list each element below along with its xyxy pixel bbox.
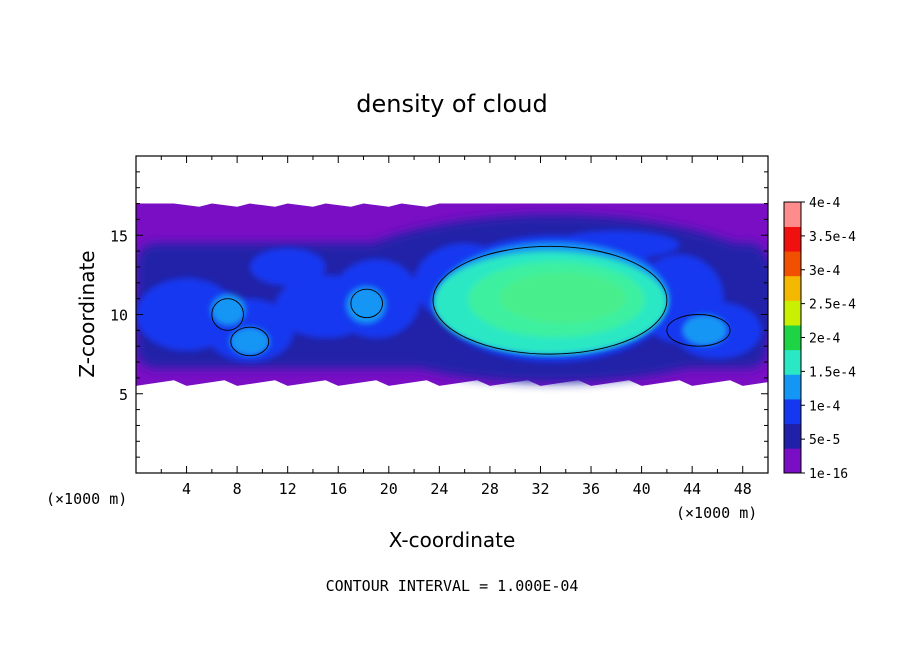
x-tick-label: 16 <box>329 480 347 498</box>
x-axis-title: X-coordinate <box>389 528 516 552</box>
colorbar-swatch <box>784 226 801 252</box>
contour-line-4 <box>666 314 731 347</box>
colorbar-swatch <box>784 300 801 326</box>
colorbar-label: 5e-5 <box>809 433 840 448</box>
field-core <box>433 251 667 355</box>
x-tick-label: 8 <box>233 480 242 498</box>
x-axis: 4 8 12 16 20 24 28 32 36 40 44 48 <box>160 156 752 498</box>
y-tick-label: 15 <box>110 227 128 245</box>
density-field <box>136 203 768 386</box>
y-axis-title: Z-coordinate <box>75 250 99 377</box>
colorbar-swatch <box>784 251 801 277</box>
x-tick-label: 24 <box>430 480 448 498</box>
colorbar-swatch <box>784 374 801 400</box>
colorbar-swatch <box>784 399 801 425</box>
colorbar-swatch <box>784 349 801 375</box>
colorbar-label: 3.5e-4 <box>809 230 856 245</box>
colorbar-label: 2.5e-4 <box>809 298 856 313</box>
x-tick-label: 12 <box>279 480 297 498</box>
x-tick-label: 20 <box>380 480 398 498</box>
x-tick-label: 28 <box>481 480 499 498</box>
colorbar-label: 1e-4 <box>809 399 840 414</box>
colorbar-swatch <box>784 423 801 449</box>
colorbar-label: 4e-4 <box>809 196 840 211</box>
x-unit-label: (×1000 m) <box>676 504 757 522</box>
contour-lines <box>211 245 731 357</box>
colorbar-label: 3e-4 <box>809 264 840 279</box>
x-tick-label: 36 <box>582 480 600 498</box>
y-tick-label: 5 <box>119 386 128 404</box>
contour-line-0 <box>432 245 668 355</box>
colorbar-swatch <box>784 202 801 227</box>
x-tick-label: 44 <box>683 480 701 498</box>
contour-line-3 <box>230 326 270 357</box>
contour-line-2 <box>211 298 244 331</box>
colorbar-label: 1e-16 <box>809 467 848 482</box>
colorbar: 1e-16 5e-5 1e-4 1.5e-4 2e-4 2.5e-4 3e-4 3.5e-4 4… <box>783 196 856 482</box>
colorbar-swatch <box>784 448 801 474</box>
colorbar-swatch <box>784 325 801 351</box>
contour-interval-note: CONTOUR INTERVAL = 1.000E-04 <box>326 577 579 595</box>
colorbar-label: 1.5e-4 <box>809 365 856 380</box>
x-tick-label: 4 <box>182 480 191 498</box>
z-unit-label: (×1000 m) <box>46 490 127 508</box>
colorbar-label: 2e-4 <box>809 332 840 347</box>
y-tick-label: 10 <box>110 307 128 325</box>
x-tick-label: 40 <box>633 480 651 498</box>
x-tick-label: 48 <box>734 480 752 498</box>
y-axis: 5 10 15 <box>110 171 768 458</box>
contour-line-1 <box>350 288 383 319</box>
colorbar-swatch <box>784 275 801 301</box>
chart-title: density of cloud <box>356 90 547 118</box>
x-tick-label: 32 <box>531 480 549 498</box>
